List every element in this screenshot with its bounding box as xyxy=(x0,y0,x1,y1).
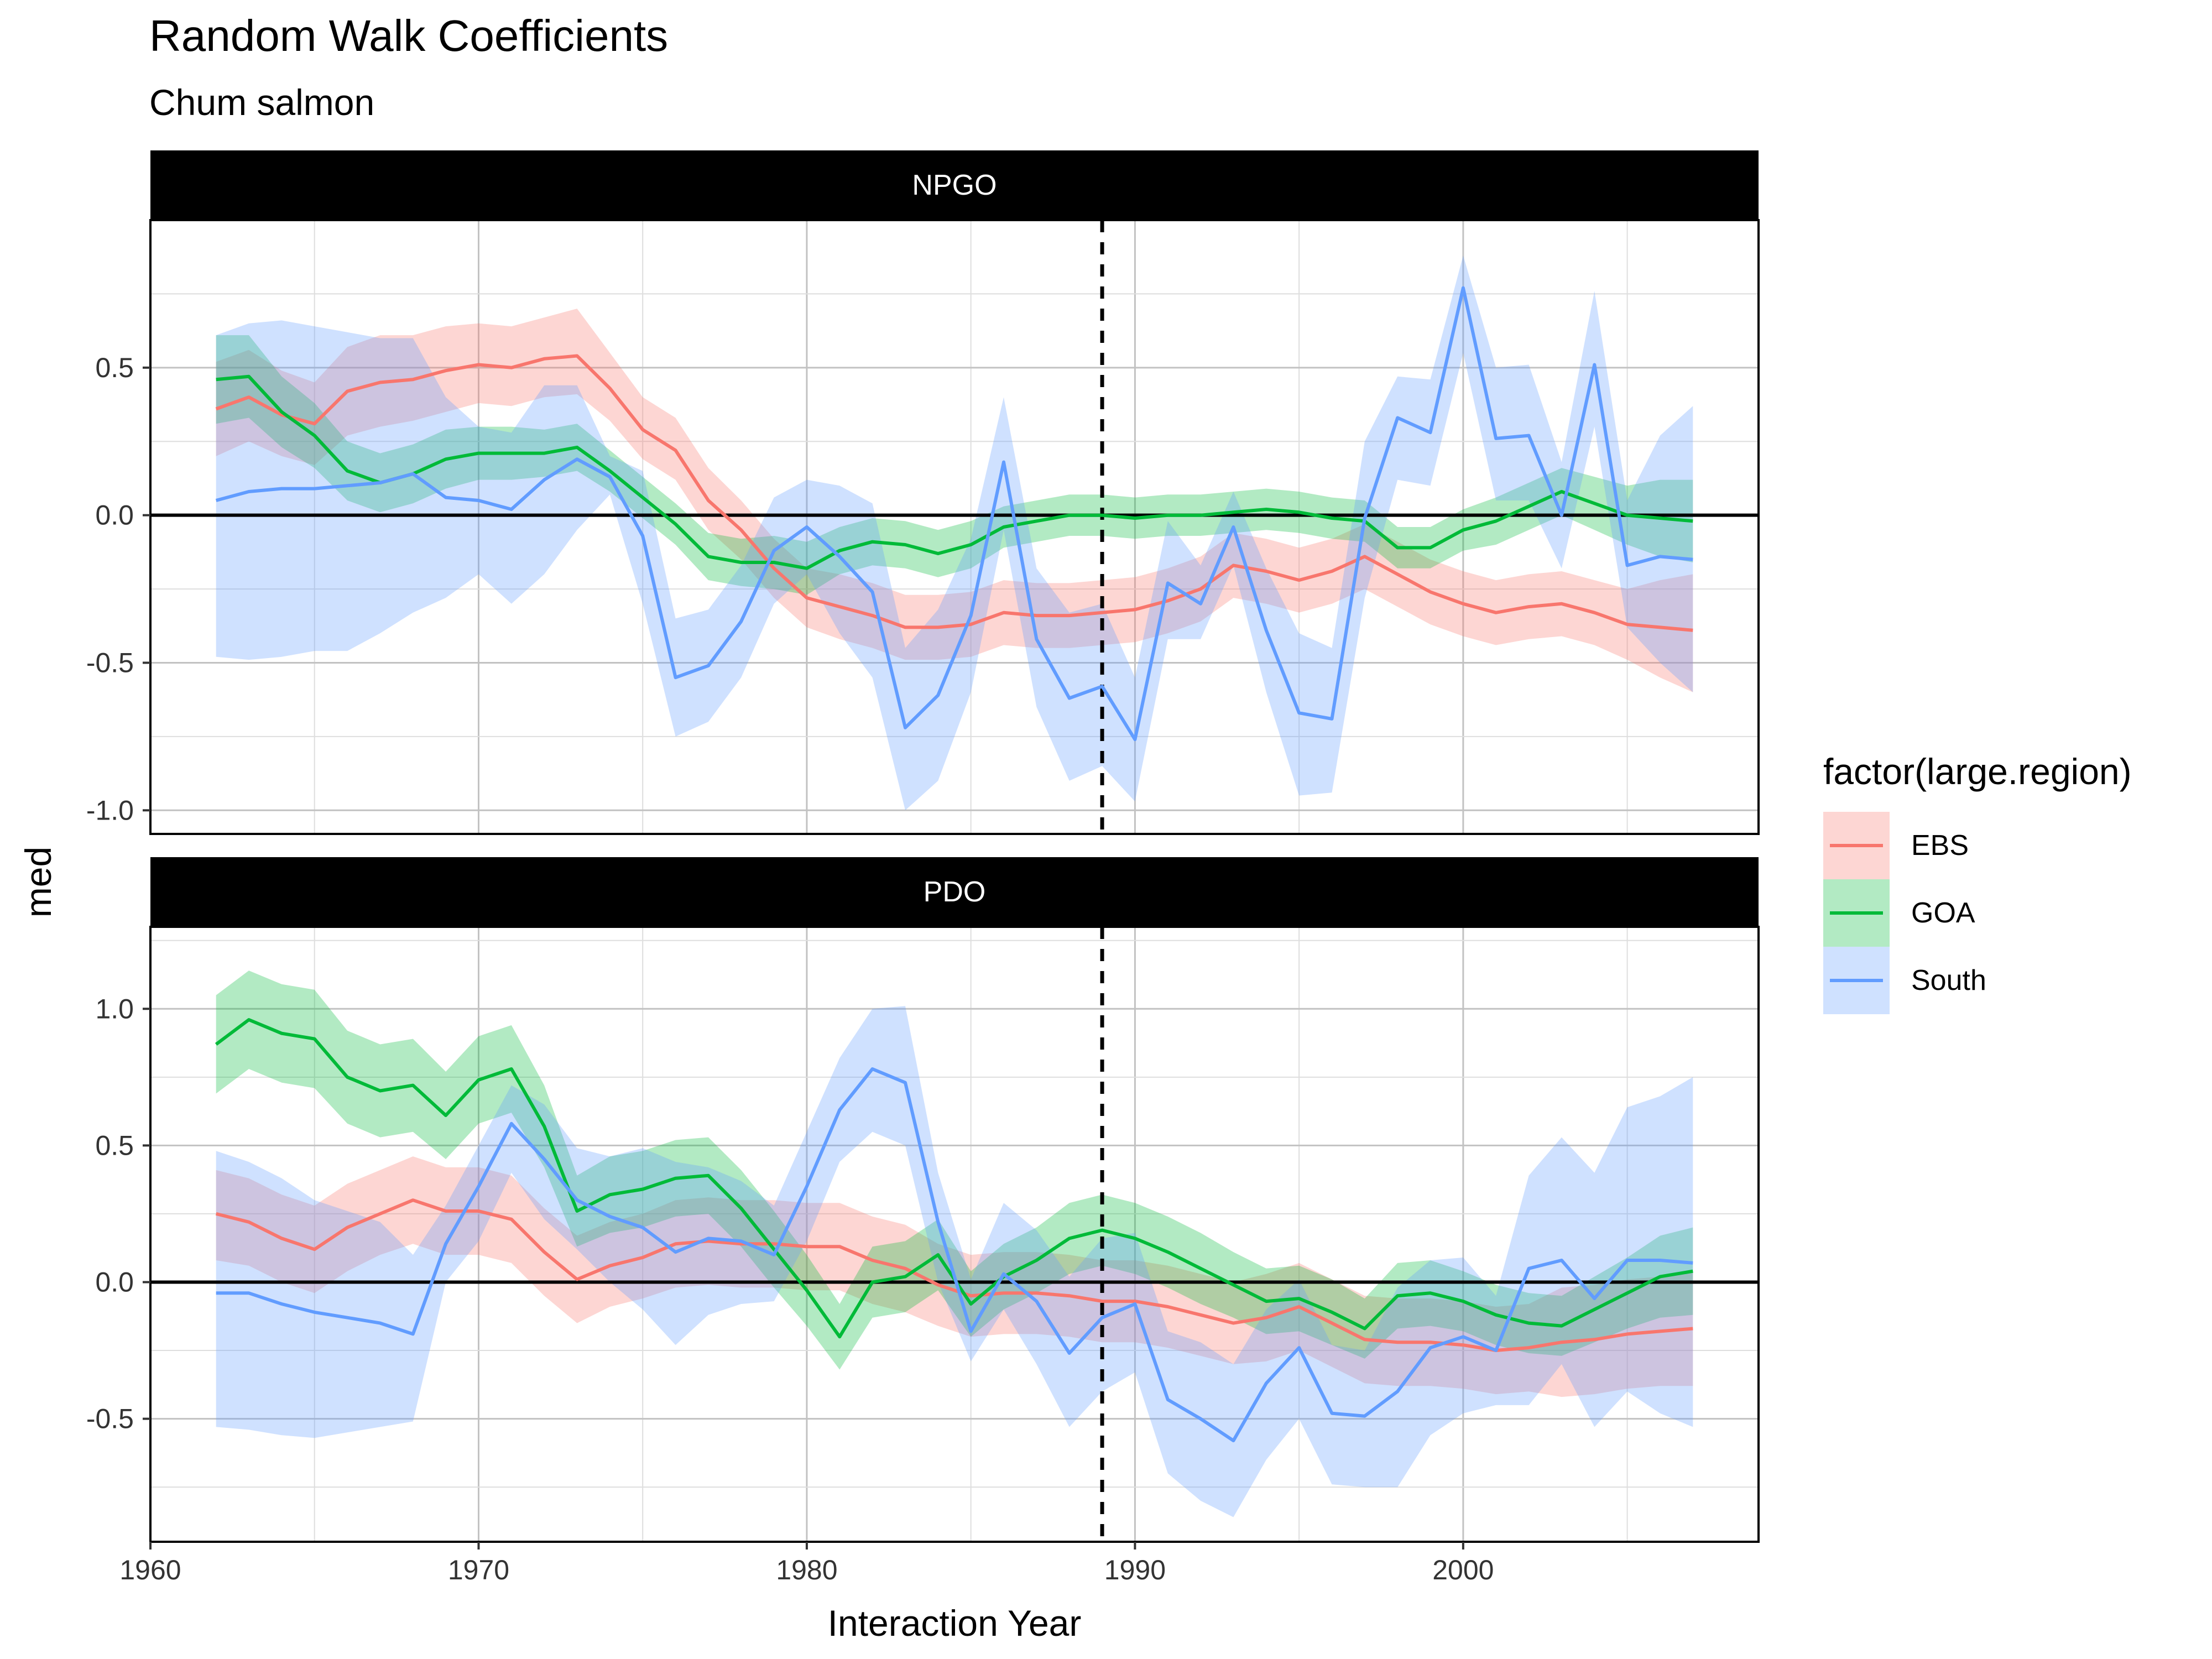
panel-pdo: PDO -0.5 0.0 0.5 1.0 xyxy=(86,857,1760,1543)
panel-border-npgo xyxy=(149,219,1760,835)
gridlines-npgo xyxy=(149,220,1759,834)
panel-background-npgo xyxy=(150,220,1759,834)
panel-background-pdo xyxy=(150,927,1759,1542)
series-line-ebs-npgo xyxy=(215,354,1693,632)
ribbon-ebs-npgo xyxy=(216,309,1693,692)
y-tick-label-npgo: 0.0 xyxy=(95,500,134,531)
y-tick-label-npgo: -1.0 xyxy=(86,795,134,826)
y-axis-label: med xyxy=(18,847,59,917)
ribbon-south-npgo xyxy=(216,255,1693,811)
panel-strip-label-pdo: PDO xyxy=(924,876,986,908)
legend-label-goa: GOA xyxy=(1911,897,1975,929)
y-tick-label-npgo: 0.5 xyxy=(95,352,134,383)
ribbon-south-pdo xyxy=(216,1006,1693,1517)
legend: factor(large.region) EBS GOA South xyxy=(1823,751,2132,1014)
x-tick-label: 1980 xyxy=(776,1554,837,1585)
y-axis-npgo: -1.0 -0.5 0.0 0.5 xyxy=(86,352,150,826)
series-line-south-npgo xyxy=(215,286,1693,742)
y-tick-label-pdo: 0.0 xyxy=(95,1266,134,1297)
panel-strip-npgo xyxy=(150,150,1759,220)
ribbons-npgo xyxy=(216,255,1693,811)
chart-subtitle: Chum salmon xyxy=(149,82,374,123)
x-axis: 1960 1970 1980 1990 2000 xyxy=(119,1542,1494,1585)
y-tick-label-npgo: -0.5 xyxy=(86,647,134,678)
panel-border-pdo xyxy=(149,926,1760,1543)
series-lines-npgo xyxy=(215,286,1693,742)
y-tick-label-pdo: 0.5 xyxy=(95,1130,134,1161)
series-line-goa-npgo xyxy=(216,374,1693,570)
x-tick-label: 1990 xyxy=(1104,1554,1166,1585)
series-lines-pdo xyxy=(215,1018,1693,1443)
legend-label-south: South xyxy=(1911,964,1986,997)
panel-npgo: NPGO -1.0 -0.5 0.0 0.5 xyxy=(86,150,1760,835)
legend-label-ebs: EBS xyxy=(1911,830,1969,862)
legend-title: factor(large.region) xyxy=(1823,751,2132,792)
y-axis-pdo: -0.5 0.0 0.5 1.0 xyxy=(86,993,150,1434)
series-line-south-pdo xyxy=(216,1067,1693,1443)
x-tick-label: 1970 xyxy=(448,1554,509,1585)
chart-title: Random Walk Coefficients xyxy=(149,11,668,60)
y-tick-label-pdo: -0.5 xyxy=(86,1404,134,1434)
legend-items: EBS GOA South xyxy=(1823,812,1986,1014)
x-tick-label: 1960 xyxy=(119,1554,181,1585)
panel-strip-label-npgo: NPGO xyxy=(912,169,997,201)
panel-strip-pdo xyxy=(150,857,1759,927)
x-tick-label: 2000 xyxy=(1432,1554,1494,1585)
x-axis-label: Interaction Year xyxy=(828,1603,1082,1644)
y-tick-label-pdo: 1.0 xyxy=(95,993,134,1024)
ribbon-goa-npgo xyxy=(216,335,1693,595)
